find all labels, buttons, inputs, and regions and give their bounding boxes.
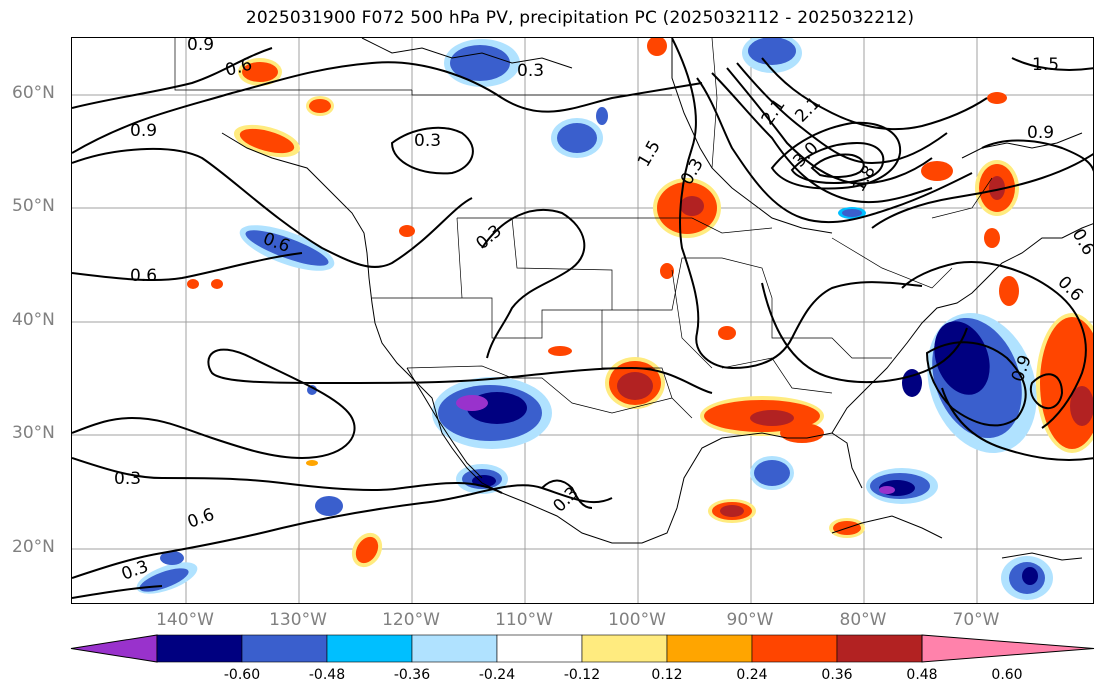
colorbar-cell (241, 634, 328, 663)
colorbar-cell (326, 634, 413, 663)
colorbar-tick-label: 0.24 (736, 667, 768, 683)
pv-label: 0.9 (1027, 123, 1054, 143)
lat-label: 20°N (12, 537, 55, 557)
pv-label: 1.5 (1032, 55, 1059, 75)
lat-label: 50°N (12, 196, 55, 216)
precip-shading (136, 38, 1093, 600)
negative-pc-areas (136, 38, 1053, 600)
map-svg: 0.9 0.6 0.3 0.9 0.3 0.6 0.6 0.3 0.3 0.6 … (72, 38, 1094, 603)
colorbar-tick-label: 0.60 (991, 667, 1023, 683)
pv-label: 2.1 (791, 93, 824, 126)
lon-label: 100°W (608, 610, 666, 630)
lon-label: 140°W (156, 610, 214, 630)
pv-label: 0.9 (130, 121, 157, 141)
lat-label: 40°N (12, 310, 55, 330)
pv-label: 0.6 (185, 505, 217, 533)
colorbar-tick-label: -0.48 (308, 667, 346, 683)
colorbar-cell (156, 634, 243, 663)
lon-label: 130°W (269, 610, 327, 630)
pv-label: 2.1 (758, 95, 790, 129)
lat-label: 30°N (12, 423, 55, 443)
political-borders (174, 38, 993, 419)
colorbar-extend-low (70, 634, 158, 663)
pv-label: 0.3 (549, 483, 582, 516)
pv-label: 0.3 (414, 131, 441, 151)
colorbar (70, 634, 1095, 663)
lat-label: 60°N (12, 83, 55, 103)
pv-label: 0.6 (1053, 272, 1086, 305)
colorbar-cell (666, 634, 753, 663)
colorbar-tick-label: -0.36 (393, 667, 431, 683)
colorbar-cells (70, 634, 1095, 663)
lon-label: 120°W (382, 610, 440, 630)
lon-label: 80°W (839, 610, 887, 630)
coastlines (221, 38, 1093, 561)
positive-pc-areas (187, 38, 1093, 568)
colorbar-cell (496, 634, 583, 663)
map-panel: 0.9 0.6 0.3 0.9 0.3 0.6 0.6 0.3 0.3 0.6 … (71, 37, 1094, 604)
colorbar-cell (836, 634, 923, 663)
colorbar-cell (751, 634, 838, 663)
colorbar-tick-label: 0.48 (906, 667, 938, 683)
pv-label: 0.6 (130, 266, 157, 286)
pv-label: 0.3 (114, 469, 141, 489)
colorbar-tick-label: 0.12 (651, 667, 683, 683)
lon-label: 110°W (495, 610, 553, 630)
lon-label: 90°W (726, 610, 774, 630)
colorbar-extend-high (921, 634, 1095, 663)
colorbar-tick-label: 0.36 (821, 667, 853, 683)
pv-contours (72, 38, 1093, 599)
colorbar-cell (411, 634, 498, 663)
pv-label: 0.6 (1068, 226, 1094, 259)
lon-label: 70°W (952, 610, 1000, 630)
map-title: 2025031900 F072 500 hPa PV, precipitatio… (245, 8, 915, 28)
colorbar-tick-label: -0.12 (563, 667, 601, 683)
pv-label: 1.8 (849, 162, 880, 195)
pv-label: 1.5 (634, 137, 665, 170)
colorbar-tick-label: -0.24 (478, 667, 516, 683)
colorbar-cell (581, 634, 668, 663)
pv-label: 0.9 (187, 38, 214, 55)
colorbar-tick-label: -0.60 (223, 667, 261, 683)
pv-label: 0.3 (517, 61, 544, 81)
